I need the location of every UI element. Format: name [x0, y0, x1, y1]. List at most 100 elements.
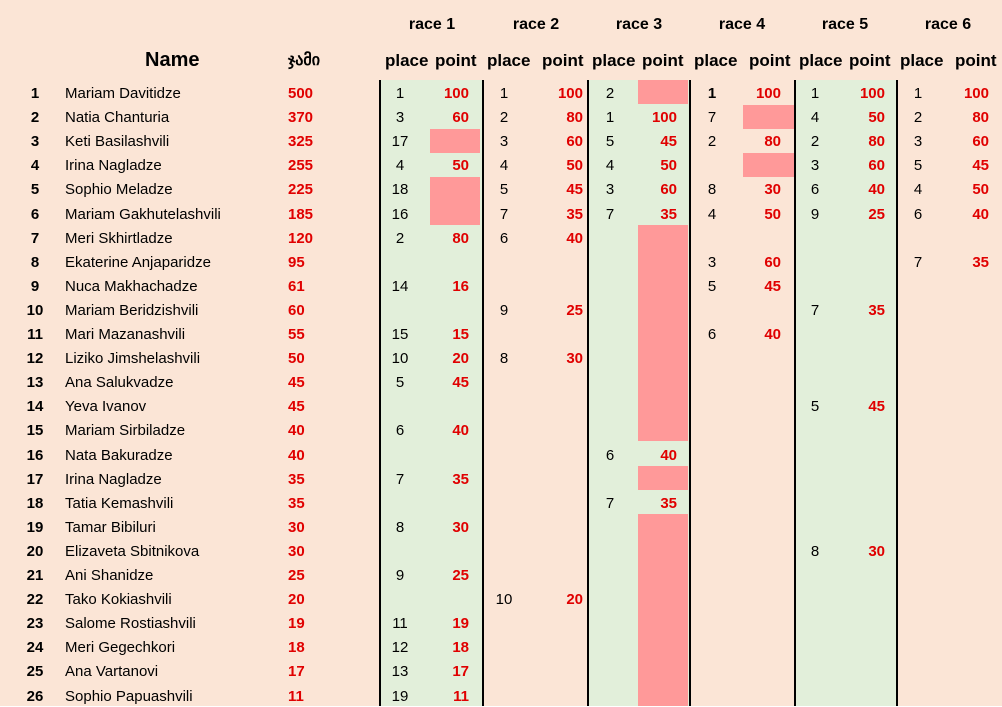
race-3-points: 100	[651, 109, 677, 126]
rank-cell: 16	[26, 447, 44, 464]
rank-cell: 11	[27, 326, 43, 343]
rank-cell: 17	[26, 471, 44, 488]
rank-cell: 26	[26, 688, 44, 705]
race-5-points: 100	[859, 85, 885, 102]
race-3-points: 60	[660, 181, 677, 198]
missing-result-cell	[638, 514, 688, 706]
race-1-place: 12	[391, 639, 409, 656]
race-5-place: 6	[810, 181, 820, 198]
race-1-place: 19	[391, 688, 409, 705]
total-points: 17	[288, 663, 305, 680]
race-2-place: 10	[495, 591, 513, 608]
race-6-place: 4	[913, 181, 923, 198]
total-points: 30	[288, 519, 305, 536]
athlete-name: Salome Rostiashvili	[65, 615, 196, 632]
race-6-points: 60	[972, 133, 989, 150]
race-1-place: 10	[391, 350, 409, 367]
race-1-place: 18	[391, 181, 409, 198]
race-4-point-header: point	[749, 51, 791, 70]
total-points: 55	[288, 326, 305, 343]
total-points: 11	[288, 688, 304, 705]
athlete-name: Mariam Sirbiladze	[65, 422, 186, 439]
race-1-place: 14	[391, 278, 409, 295]
athlete-name: Mariam Gakhutelashvili	[65, 206, 221, 223]
race-4-title: race 4	[718, 16, 766, 33]
race-4-place: 6	[707, 326, 717, 343]
rank-cell: 9	[30, 278, 40, 295]
athlete-name: Sophio Papuashvili	[65, 688, 193, 705]
name-header: Name	[145, 49, 200, 71]
race-2-place-header: place	[487, 51, 531, 70]
athlete-name: Tatia Kemashvili	[65, 495, 174, 512]
race-1-points: 100	[443, 85, 469, 102]
race-4-place: 3	[707, 254, 717, 271]
race-5-points: 35	[868, 302, 885, 319]
race-1-points: 30	[452, 519, 469, 536]
athlete-name: Meri Skhirtladze	[65, 230, 173, 247]
race-5-points: 50	[868, 109, 885, 126]
total-points: 185	[288, 206, 314, 223]
race-6-place: 3	[913, 133, 923, 150]
column-separator	[587, 80, 589, 706]
rank-cell: 18	[26, 495, 44, 512]
missing-result-cell	[743, 153, 794, 177]
race-1-place: 2	[395, 230, 405, 247]
total-points: 95	[288, 254, 305, 271]
total-points: 225	[288, 181, 314, 198]
athlete-name: Natia Chanturia	[65, 109, 170, 126]
race-1-points: 20	[452, 350, 469, 367]
athlete-name: Tamar Bibiluri	[65, 519, 156, 536]
race-1-place: 8	[395, 519, 405, 536]
race-2-points: 50	[566, 157, 583, 174]
race-4-place: 2	[707, 133, 717, 150]
race-3-points: 35	[660, 495, 677, 512]
race-4-points: 60	[764, 254, 781, 271]
race-3-points: 50	[660, 157, 677, 174]
race-5-place: 8	[810, 543, 820, 560]
race-1-place-header: place	[385, 51, 429, 70]
race-5-points: 40	[868, 181, 885, 198]
total-points: 255	[288, 157, 314, 174]
column-separator	[379, 80, 381, 706]
race-2-points: 100	[557, 85, 583, 102]
rank-cell: 10	[26, 302, 44, 319]
race-3-place: 4	[605, 157, 615, 174]
total-points: 120	[288, 230, 314, 247]
total-points: 60	[288, 302, 305, 319]
rank-cell: 22	[26, 591, 44, 608]
race-2-place: 8	[499, 350, 509, 367]
race-1-place: 4	[395, 157, 405, 174]
rank-cell: 21	[26, 567, 44, 584]
rank-cell: 2	[30, 109, 40, 126]
race-1-points: 80	[452, 230, 469, 247]
race-3-place: 2	[605, 85, 615, 102]
race-3-place: 1	[605, 109, 615, 126]
race-6-place: 7	[913, 254, 923, 271]
race-2-place: 3	[499, 133, 509, 150]
race-6-point-header: point	[955, 51, 997, 70]
race-5-points: 80	[868, 133, 885, 150]
race-1-points: 11	[453, 688, 469, 705]
rank-cell: 7	[30, 230, 40, 247]
race-5-points: 30	[868, 543, 885, 560]
race-5-points: 60	[868, 157, 885, 174]
athlete-name: Irina Nagladze	[65, 157, 162, 174]
athlete-name: Ana Vartanovi	[65, 663, 159, 680]
race-4-place: 5	[707, 278, 717, 295]
race-5-place: 9	[810, 206, 820, 223]
athlete-name: Elizaveta Sbitnikova	[65, 543, 200, 560]
race-4-place: 1	[707, 85, 717, 102]
column-separator	[896, 80, 898, 706]
race-1-place: 11	[392, 615, 408, 632]
race-2-points: 25	[566, 302, 583, 319]
race-1-points: 16	[452, 278, 469, 295]
race-3-place: 6	[605, 447, 615, 464]
race-3-points: 40	[660, 447, 677, 464]
rank-cell: 5	[30, 181, 40, 198]
race-3-place: 5	[605, 133, 615, 150]
race-4-place: 8	[707, 181, 717, 198]
race-1-points: 15	[452, 326, 469, 343]
total-points: 30	[288, 543, 305, 560]
race-1-points: 18	[452, 639, 469, 656]
race-6-place: 1	[913, 85, 923, 102]
